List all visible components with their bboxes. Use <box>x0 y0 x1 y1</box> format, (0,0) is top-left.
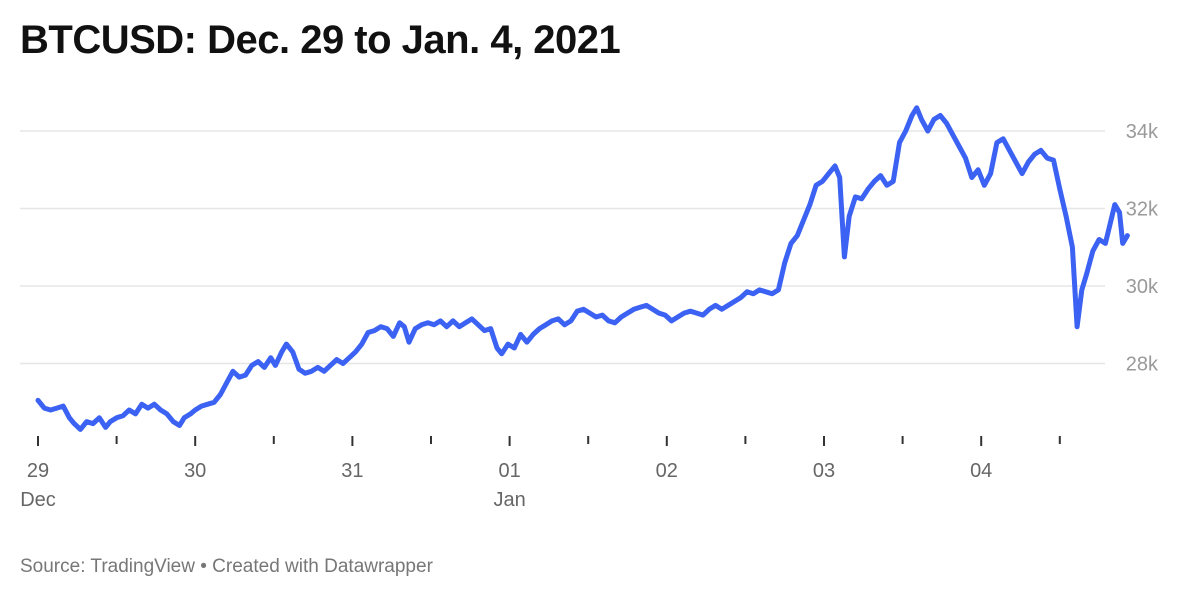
x-tick-sublabel: Dec <box>20 489 56 511</box>
y-tick-label: 32k <box>1126 199 1159 221</box>
x-tick-label: 03 <box>813 460 835 482</box>
y-tick-label: 28k <box>1126 354 1159 376</box>
x-tick-label: 31 <box>341 460 363 482</box>
chart-title: BTCUSD: Dec. 29 to Jan. 4, 2021 <box>20 18 621 62</box>
x-tick-label: 29 <box>27 460 49 482</box>
series-layer <box>35 105 1130 432</box>
series-line-btcusd <box>35 105 1130 432</box>
x-tick-sublabel: Jan <box>493 489 525 511</box>
x-tick-label: 30 <box>184 460 206 482</box>
y-tick-label: 30k <box>1126 276 1159 298</box>
y-axis-ticks: 28k 30k 32k 34k <box>1126 121 1159 376</box>
x-tick-label: 02 <box>656 460 678 482</box>
y-gridlines <box>20 130 1105 365</box>
source-credit: Source: TradingView • Created with Dataw… <box>20 556 433 577</box>
x-tick-label: 01 <box>498 460 520 482</box>
y-tick-label: 34k <box>1126 121 1159 143</box>
x-axis-ticks: 29 Dec 30 31 01 Jan 02 03 04 <box>20 436 1061 511</box>
x-tick-label: 04 <box>970 460 992 482</box>
